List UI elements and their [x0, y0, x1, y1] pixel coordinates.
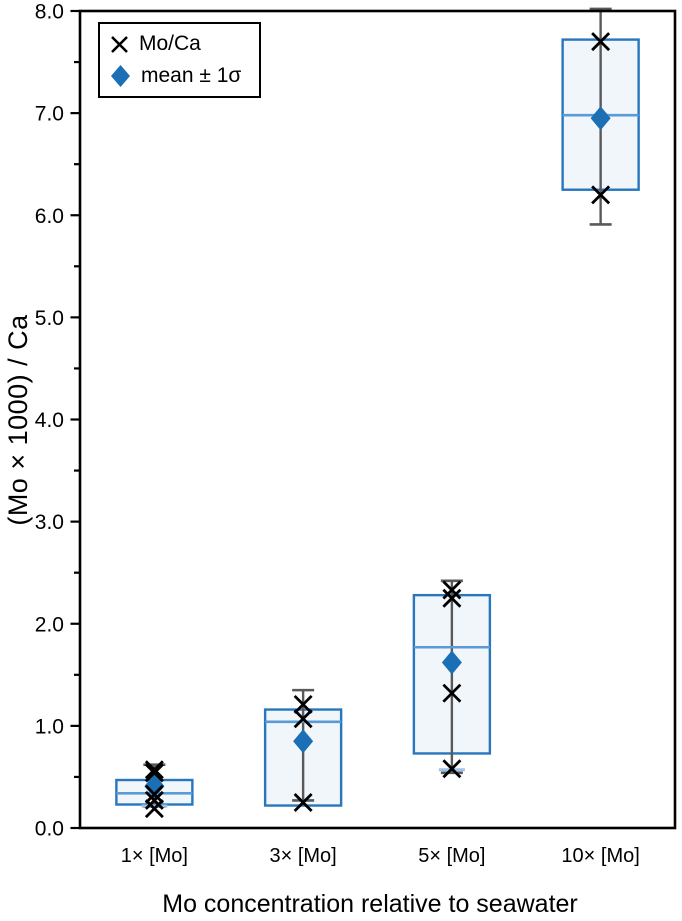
y-tick-label: 7.0 — [35, 103, 64, 126]
y-tick-label: 4.0 — [35, 409, 64, 432]
y-tick-label: 0.0 — [35, 818, 64, 841]
plot-layer: 0.0 1.0 2.0 3.0 4.0 5.0 6.0 7.0 8.0 1× [Mo] 3× [Mo… — [35, 1, 677, 867]
data-point-x-marker — [144, 760, 164, 780]
x-category-label: 1× [Mo] — [121, 845, 188, 867]
y-tick-label: 1.0 — [35, 715, 64, 738]
x-marker-icon — [111, 35, 128, 53]
mean-diamond — [441, 650, 462, 675]
plot-frame — [78, 9, 677, 830]
x-category-label: 3× [Mo] — [269, 845, 336, 867]
mean-diamond-icon — [111, 65, 130, 87]
data-point-x-marker — [442, 759, 462, 779]
data-point-x-marker — [293, 694, 313, 714]
y-tick-label: 6.0 — [35, 205, 64, 228]
legend-item-mo-ca: Mo/Ca — [110, 32, 251, 56]
y-tick-label: 8.0 — [35, 1, 64, 24]
data-point-x-marker — [144, 763, 164, 783]
y-tick-label: 2.0 — [35, 613, 64, 636]
data-point-x-marker — [144, 784, 164, 804]
legend-label-mo-ca: Mo/Ca — [139, 32, 201, 55]
data-point-x-marker — [293, 792, 313, 812]
y-tick-label: 3.0 — [35, 511, 64, 534]
legend-label-mean: mean ± 1σ — [141, 64, 242, 87]
y-axis-title: (Mo × 1000) / Ca — [3, 314, 33, 526]
x-category-label: 10× [Mo] — [561, 845, 639, 867]
x-axis-title: Mo concentration relative to seawater — [162, 890, 578, 918]
mean-diamond — [590, 106, 611, 131]
data-point-x-marker — [591, 185, 611, 205]
legend-item-mean: mean ± 1σ — [110, 64, 251, 88]
data-point-x-marker — [144, 790, 164, 810]
data-point-x-marker — [442, 580, 462, 600]
y-tick-label: 5.0 — [35, 307, 64, 330]
data-point-x-marker — [144, 799, 164, 819]
data-point-x-marker — [293, 709, 313, 729]
mean-diamond — [144, 774, 165, 799]
data-point-x-marker — [442, 588, 462, 608]
data-point-x-marker — [442, 683, 462, 703]
data-point-x-marker — [591, 32, 611, 52]
mean-diamond — [293, 729, 314, 754]
x-category-label: 5× [Mo] — [418, 845, 485, 867]
legend: Mo/Ca mean ± 1σ — [98, 22, 261, 98]
